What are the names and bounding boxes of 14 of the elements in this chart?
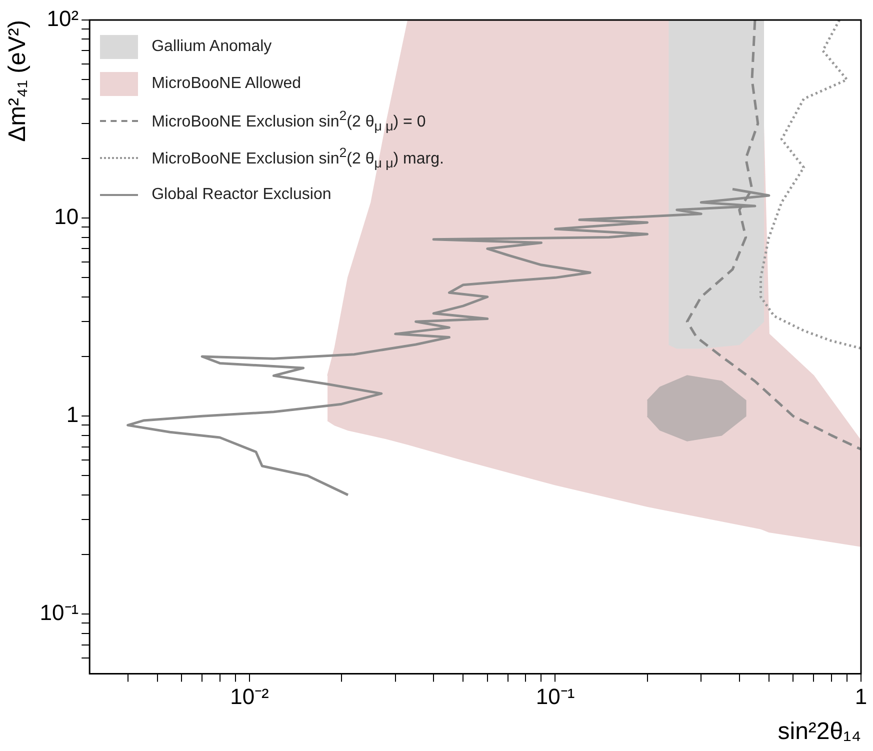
y-axis-title: Δm²₄₁ (eV²) <box>4 20 32 142</box>
y-tick-label: 10⁻¹ <box>40 600 79 626</box>
legend-label: MicroBooNE Allowed <box>152 74 301 92</box>
x-tick-label: 10⁻² <box>230 684 269 710</box>
legend-label: Gallium Anomaly <box>152 38 272 56</box>
legend-label: MicroBooNE Exclusion sin$^{2}$(2 θ$_{μ μ}$) = 0 <box>152 108 426 134</box>
x-tick-label: 1 <box>854 684 868 710</box>
legend-label: Global Reactor Exclusion <box>152 186 332 204</box>
x-tick-label: 10⁻¹ <box>536 684 575 710</box>
x-axis-title: sin²2θ₁₄ <box>778 718 861 746</box>
y-tick-label: 10 <box>54 204 79 230</box>
legend-label: MicroBooNE Exclusion sin$^{2}$(2 θ$_{μ μ}$) marg. <box>152 144 444 170</box>
y-tick-label: 1 <box>66 402 79 428</box>
y-tick-label: 10² <box>46 6 79 32</box>
